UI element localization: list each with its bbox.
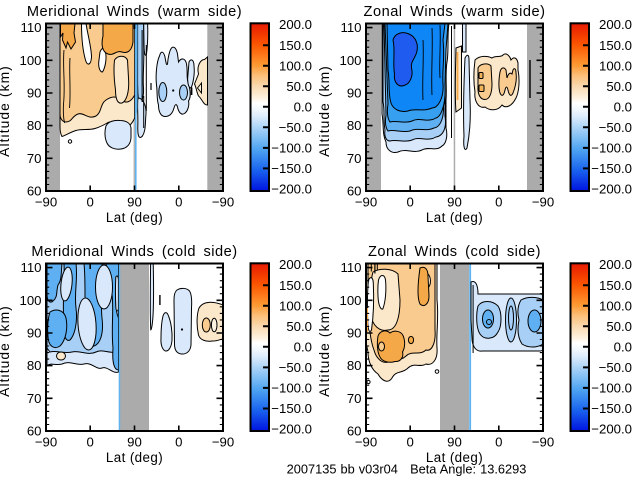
svg-text:110: 110 <box>340 260 361 275</box>
svg-text:150.0: 150.0 <box>599 278 632 293</box>
svg-text:60: 60 <box>347 184 362 199</box>
svg-text:0.0: 0.0 <box>614 99 632 114</box>
svg-text:2007135 bb v03r04 Beta Angle: 2007135 bb v03r04 Beta Angle: 13.6293 <box>287 462 527 477</box>
svg-text:Zonal Winds (warm side): Zonal Winds (warm side) <box>364 4 546 20</box>
svg-text:−90: −90 <box>212 435 234 450</box>
svg-text:70: 70 <box>347 151 362 166</box>
svg-text:Meridional Winds (warm side): Meridional Winds (warm side) <box>27 4 242 20</box>
svg-text:−90: −90 <box>35 195 57 210</box>
svg-text:90: 90 <box>347 326 362 341</box>
svg-text:Altitude (km): Altitude (km) <box>0 65 12 157</box>
svg-text:Altitude (km): Altitude (km) <box>317 65 332 157</box>
svg-text:200.0: 200.0 <box>599 257 632 272</box>
svg-text:90: 90 <box>347 86 362 101</box>
svg-text:60: 60 <box>347 424 362 439</box>
svg-text:110: 110 <box>20 260 41 275</box>
svg-text:50.0: 50.0 <box>606 319 632 334</box>
svg-text:0: 0 <box>495 435 502 450</box>
svg-text:110: 110 <box>340 20 361 35</box>
svg-text:−150.0: −150.0 <box>271 401 312 416</box>
svg-text:70: 70 <box>27 151 42 166</box>
svg-text:100: 100 <box>339 53 361 68</box>
svg-text:200.0: 200.0 <box>599 17 632 32</box>
svg-text:100: 100 <box>19 293 41 308</box>
svg-text:70: 70 <box>27 391 42 406</box>
svg-text:−90: −90 <box>355 195 377 210</box>
svg-text:0: 0 <box>407 195 414 210</box>
svg-text:100.0: 100.0 <box>599 58 632 73</box>
svg-text:200.0: 200.0 <box>279 257 312 272</box>
svg-text:150.0: 150.0 <box>599 38 632 53</box>
svg-text:100: 100 <box>19 53 41 68</box>
svg-text:150.0: 150.0 <box>279 38 312 53</box>
svg-text:−150.0: −150.0 <box>271 161 312 176</box>
svg-text:100.0: 100.0 <box>279 298 312 313</box>
svg-text:70: 70 <box>347 391 362 406</box>
svg-text:−90: −90 <box>212 195 234 210</box>
svg-text:Meridional Winds (cold side): Meridional Winds (cold side) <box>31 244 237 260</box>
svg-text:−90: −90 <box>532 195 554 210</box>
svg-text:90: 90 <box>127 195 142 210</box>
svg-text:Altitude (km): Altitude (km) <box>317 305 332 397</box>
svg-text:Lat (deg): Lat (deg) <box>106 210 163 225</box>
svg-text:Lat (deg): Lat (deg) <box>106 450 163 465</box>
svg-text:100.0: 100.0 <box>599 298 632 313</box>
svg-text:−90: −90 <box>355 435 377 450</box>
svg-text:−50.0: −50.0 <box>599 120 632 135</box>
svg-text:−150.0: −150.0 <box>591 161 632 176</box>
svg-text:80: 80 <box>347 358 362 373</box>
svg-text:0: 0 <box>175 435 182 450</box>
svg-text:−50.0: −50.0 <box>279 120 312 135</box>
svg-text:−100.0: −100.0 <box>591 141 632 156</box>
svg-text:50.0: 50.0 <box>286 79 312 94</box>
svg-text:−50.0: −50.0 <box>279 360 312 375</box>
svg-text:−100.0: −100.0 <box>271 381 312 396</box>
svg-text:−90: −90 <box>35 435 57 450</box>
svg-text:−200.0: −200.0 <box>271 182 312 197</box>
svg-text:0.0: 0.0 <box>294 99 312 114</box>
svg-text:150.0: 150.0 <box>279 278 312 293</box>
svg-text:90: 90 <box>27 86 42 101</box>
svg-text:−50.0: −50.0 <box>599 360 632 375</box>
svg-text:−90: −90 <box>532 435 554 450</box>
svg-text:0: 0 <box>495 195 502 210</box>
svg-text:Lat (deg): Lat (deg) <box>426 210 483 225</box>
svg-text:90: 90 <box>127 435 142 450</box>
svg-text:−100.0: −100.0 <box>271 141 312 156</box>
svg-text:0: 0 <box>175 195 182 210</box>
svg-text:Lat (deg): Lat (deg) <box>426 450 483 465</box>
svg-text:0: 0 <box>407 435 414 450</box>
svg-text:100.0: 100.0 <box>279 58 312 73</box>
svg-text:80: 80 <box>27 358 42 373</box>
svg-text:90: 90 <box>447 435 462 450</box>
svg-text:60: 60 <box>27 184 42 199</box>
svg-text:50.0: 50.0 <box>286 319 312 334</box>
svg-text:50.0: 50.0 <box>606 79 632 94</box>
svg-text:90: 90 <box>447 195 462 210</box>
svg-text:90: 90 <box>27 326 42 341</box>
svg-text:−150.0: −150.0 <box>591 401 632 416</box>
svg-text:−200.0: −200.0 <box>591 422 632 437</box>
svg-text:60: 60 <box>27 424 42 439</box>
svg-text:80: 80 <box>27 118 42 133</box>
svg-text:−200.0: −200.0 <box>591 182 632 197</box>
svg-text:80: 80 <box>347 118 362 133</box>
svg-text:0.0: 0.0 <box>294 339 312 354</box>
svg-text:−200.0: −200.0 <box>271 422 312 437</box>
svg-text:0: 0 <box>87 435 94 450</box>
svg-text:Zonal Winds (cold side): Zonal Winds (cold side) <box>368 244 541 260</box>
svg-text:200.0: 200.0 <box>279 17 312 32</box>
svg-text:110: 110 <box>20 20 41 35</box>
svg-text:−100.0: −100.0 <box>591 381 632 396</box>
svg-text:100: 100 <box>339 293 361 308</box>
svg-text:0.0: 0.0 <box>614 339 632 354</box>
svg-text:0: 0 <box>87 195 94 210</box>
svg-text:Altitude (km): Altitude (km) <box>0 305 12 397</box>
